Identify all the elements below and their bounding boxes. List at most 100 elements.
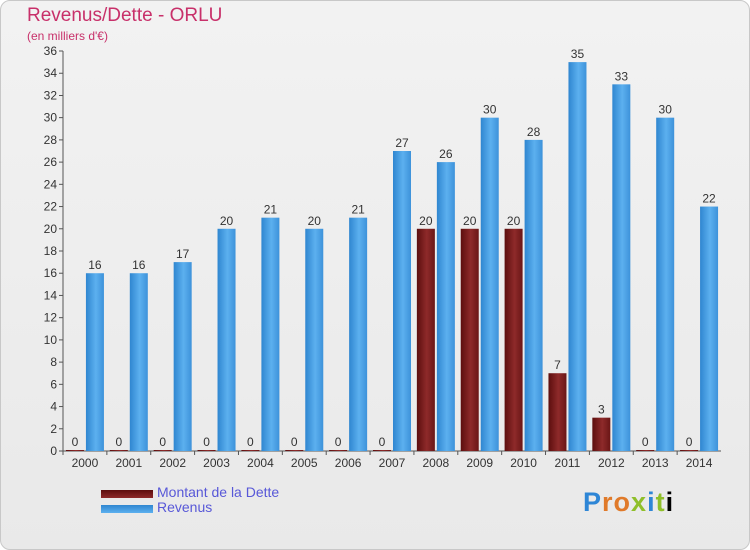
bar-dette	[373, 450, 391, 451]
y-tick-label: 6	[50, 377, 57, 391]
bar-revenus	[173, 262, 192, 451]
bar-revenus	[349, 217, 368, 451]
bar-dette-label: 0	[642, 435, 649, 449]
y-tick-label: 2	[50, 422, 57, 436]
bar-revenus	[568, 62, 587, 451]
bar-revenus	[217, 228, 236, 451]
bar-dette	[592, 417, 611, 451]
x-tick-label: 2005	[291, 456, 318, 470]
y-tick-label: 10	[44, 333, 58, 347]
bars	[65, 62, 719, 452]
bar-dette	[329, 450, 348, 451]
bar-revenus-label: 17	[176, 247, 190, 261]
y-tick-label: 0	[50, 444, 57, 458]
bar-dette-label: 0	[335, 435, 342, 449]
bar-revenus	[85, 273, 104, 451]
bar-dette	[636, 450, 655, 451]
bar-dette	[197, 450, 216, 451]
bar-dette-label: 0	[203, 435, 210, 449]
bar-dette	[680, 450, 699, 451]
x-tick-label: 2000	[72, 456, 99, 470]
bar-revenus-label: 16	[132, 258, 146, 272]
bar-dette	[504, 228, 523, 451]
x-tick-label: 2006	[335, 456, 362, 470]
y-tick-label: 36	[44, 44, 58, 58]
bar-dette-label: 0	[291, 435, 298, 449]
bar-revenus-label: 30	[659, 103, 673, 117]
y-tick-label: 8	[50, 355, 57, 369]
legend-label-revenus: Revenus	[157, 499, 213, 515]
x-tick-label: 2011	[555, 456, 581, 470]
bar-dette	[153, 450, 172, 451]
x-tick-label: 2009	[466, 456, 493, 470]
y-tick-label: 20	[44, 222, 58, 236]
proxiti-logo: Proxiti	[583, 487, 675, 517]
bar-dette-label: 3	[598, 403, 605, 417]
y-tick-label: 16	[44, 266, 58, 280]
y-tick-label: 34	[44, 66, 58, 80]
bar-revenus-label: 26	[439, 147, 453, 161]
bar-dette	[548, 373, 567, 451]
bar-dette	[109, 450, 128, 451]
y-tick-label: 18	[44, 244, 58, 258]
bar-dette-label: 20	[419, 214, 433, 228]
legend-label-dette: Montant de la Dette	[157, 484, 280, 500]
bar-revenus-label: 21	[351, 203, 365, 217]
bar-revenus-label: 35	[571, 47, 585, 61]
chart-title: Revenus/Dette - ORLU	[27, 5, 223, 26]
bar-revenus-label: 20	[308, 214, 322, 228]
y-tick-label: 22	[44, 200, 58, 214]
bar-revenus	[480, 117, 499, 452]
bar-revenus	[656, 117, 675, 452]
x-tick-label: 2012	[598, 456, 625, 470]
x-tick-label: 2001	[115, 456, 142, 470]
y-tick-label: 12	[44, 311, 58, 325]
x-tick-label: 2004	[247, 456, 274, 470]
bar-dette	[241, 450, 260, 451]
data-labels: 0160160170200210200210272026203020287353…	[72, 47, 716, 449]
chart-subtitle: (en milliers d'€)	[27, 29, 108, 43]
bar-dette-label: 20	[507, 214, 521, 228]
bar-revenus	[612, 84, 631, 451]
y-tick-label: 4	[50, 400, 57, 414]
x-tick-label: 2008	[423, 456, 450, 470]
bar-dette	[285, 450, 304, 451]
bar-dette	[65, 450, 84, 451]
x-tick-label: 2013	[642, 456, 669, 470]
y-tick-label: 30	[44, 111, 58, 125]
x-tick-label: 2007	[379, 456, 406, 470]
legend-swatch-revenus	[101, 505, 153, 513]
x-tick-label: 2010	[510, 456, 537, 470]
bar-revenus	[129, 273, 148, 451]
y-tick-label: 14	[44, 288, 58, 302]
x-tick-label: 2002	[159, 456, 186, 470]
bar-revenus-label: 16	[88, 258, 102, 272]
bar-revenus	[393, 151, 411, 451]
bar-revenus-label: 30	[483, 103, 497, 117]
bar-dette-label: 0	[159, 435, 166, 449]
bar-revenus	[305, 228, 324, 451]
bar-dette-label: 0	[115, 435, 122, 449]
bar-dette	[460, 228, 479, 451]
bar-revenus	[261, 217, 280, 451]
bar-revenus-label: 22	[702, 192, 716, 206]
legend-swatch-dette	[101, 490, 153, 498]
x-tick-label: 2014	[686, 456, 713, 470]
bar-dette	[416, 228, 435, 451]
bar-dette-label: 0	[72, 435, 79, 449]
bar-revenus-label: 33	[615, 69, 629, 83]
bar-revenus-label: 21	[264, 203, 278, 217]
bar-revenus	[436, 162, 455, 451]
y-tick-label: 26	[44, 155, 58, 169]
bar-revenus	[700, 206, 719, 451]
bar-revenus-label: 20	[220, 214, 234, 228]
y-tick-label: 32	[44, 88, 58, 102]
bar-dette-label: 0	[247, 435, 254, 449]
bar-dette-label: 7	[554, 358, 561, 372]
bar-dette-label: 0	[379, 435, 386, 449]
bar-revenus	[524, 139, 543, 451]
y-tick-label: 24	[44, 177, 58, 191]
